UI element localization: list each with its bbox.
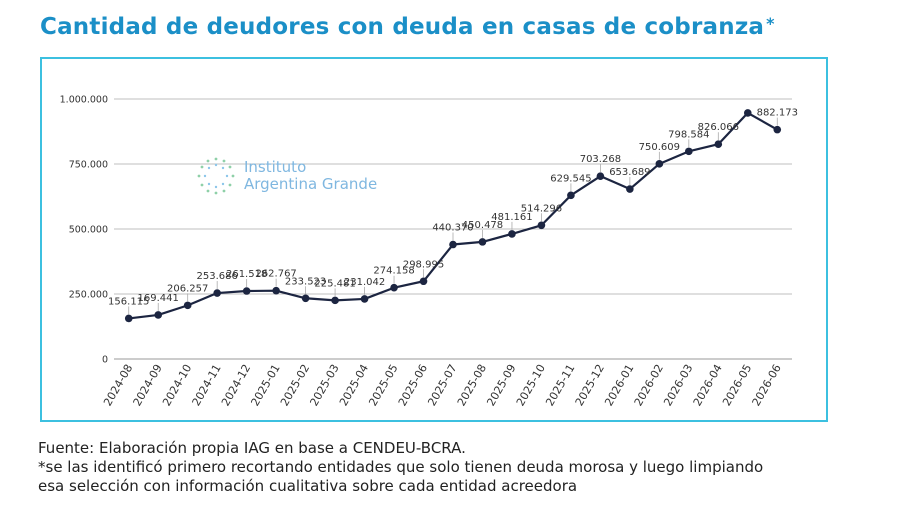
data-point <box>655 160 664 168</box>
data-point <box>626 185 634 193</box>
data-point <box>714 140 723 149</box>
data-label: 481.161 <box>491 212 532 223</box>
chart-title: Cantidad de deudores con deuda en casas … <box>40 14 775 40</box>
data-point <box>449 240 457 249</box>
data-label: 298.995 <box>403 259 444 270</box>
footnote-line-2: esa selección con información cualitativ… <box>38 477 578 495</box>
data-point <box>360 295 369 303</box>
y-tick-label: 0 <box>102 355 108 366</box>
data-label: 882.173 <box>757 108 798 119</box>
source-note: Fuente: Elaboración propia IAG en base a… <box>38 439 466 457</box>
data-point <box>272 286 280 295</box>
data-label: 653.689 <box>609 167 650 178</box>
footer: Fuente: Elaboración propia IAG en base a… <box>38 439 763 496</box>
data-point <box>685 147 693 156</box>
data-label: 262.767 <box>255 269 296 280</box>
data-label: 514.296 <box>521 203 562 214</box>
data-label: 450.478 <box>462 220 503 231</box>
data-label: 225.481 <box>314 278 355 289</box>
data-point <box>390 283 398 292</box>
data-point <box>478 238 487 246</box>
data-point <box>242 287 251 295</box>
y-tick-label: 250.000 <box>69 290 108 301</box>
logo-line-2: Argentina Grande <box>244 175 378 193</box>
data-label: 703.268 <box>580 154 621 165</box>
logo-icon <box>197 157 235 195</box>
data-point <box>567 191 575 200</box>
title-footnote-mark: * <box>766 14 775 33</box>
data-point <box>419 277 428 286</box>
data-label: 169.441 <box>138 293 179 304</box>
data-point <box>596 172 605 180</box>
data-label: 261.518 <box>226 269 267 280</box>
data-label: 156.115 <box>108 296 149 307</box>
data-label: 798.584 <box>668 129 709 140</box>
data-label: 206.257 <box>167 283 208 294</box>
data-label: 274.158 <box>373 266 414 277</box>
data-label: 750.609 <box>639 142 680 153</box>
data-point <box>537 221 546 230</box>
data-point <box>301 294 310 303</box>
logo-line-1: Instituto <box>244 158 307 176</box>
data-point <box>773 125 782 134</box>
data-point <box>124 314 133 323</box>
logo: Instituto Argentina Grande <box>196 156 377 196</box>
data-label: 826.066 <box>698 122 739 133</box>
logo-text: Instituto Argentina Grande <box>244 159 377 193</box>
chart-title-text: Cantidad de deudores con deuda en casas … <box>40 14 765 40</box>
data-point <box>154 311 163 319</box>
data-point <box>508 230 516 238</box>
data-label: 233.523 <box>285 276 326 287</box>
data-point <box>183 301 192 310</box>
data-label: 253.686 <box>196 271 237 282</box>
data-label: 231.042 <box>344 277 385 288</box>
y-tick-label: 750.000 <box>69 160 108 171</box>
data-label: 440.370 <box>432 223 473 234</box>
chart-frame <box>40 57 828 422</box>
data-point <box>213 289 221 297</box>
data-point <box>743 109 752 117</box>
y-tick-label: 500.000 <box>69 225 108 236</box>
footnote-line-1: *se las identificó primero recortando en… <box>38 458 764 476</box>
x-tick-label: 2026-06 <box>750 362 784 408</box>
data-point <box>331 296 339 305</box>
data-label: 629.545 <box>550 173 591 184</box>
y-tick-label: 1.000.000 <box>60 95 108 106</box>
